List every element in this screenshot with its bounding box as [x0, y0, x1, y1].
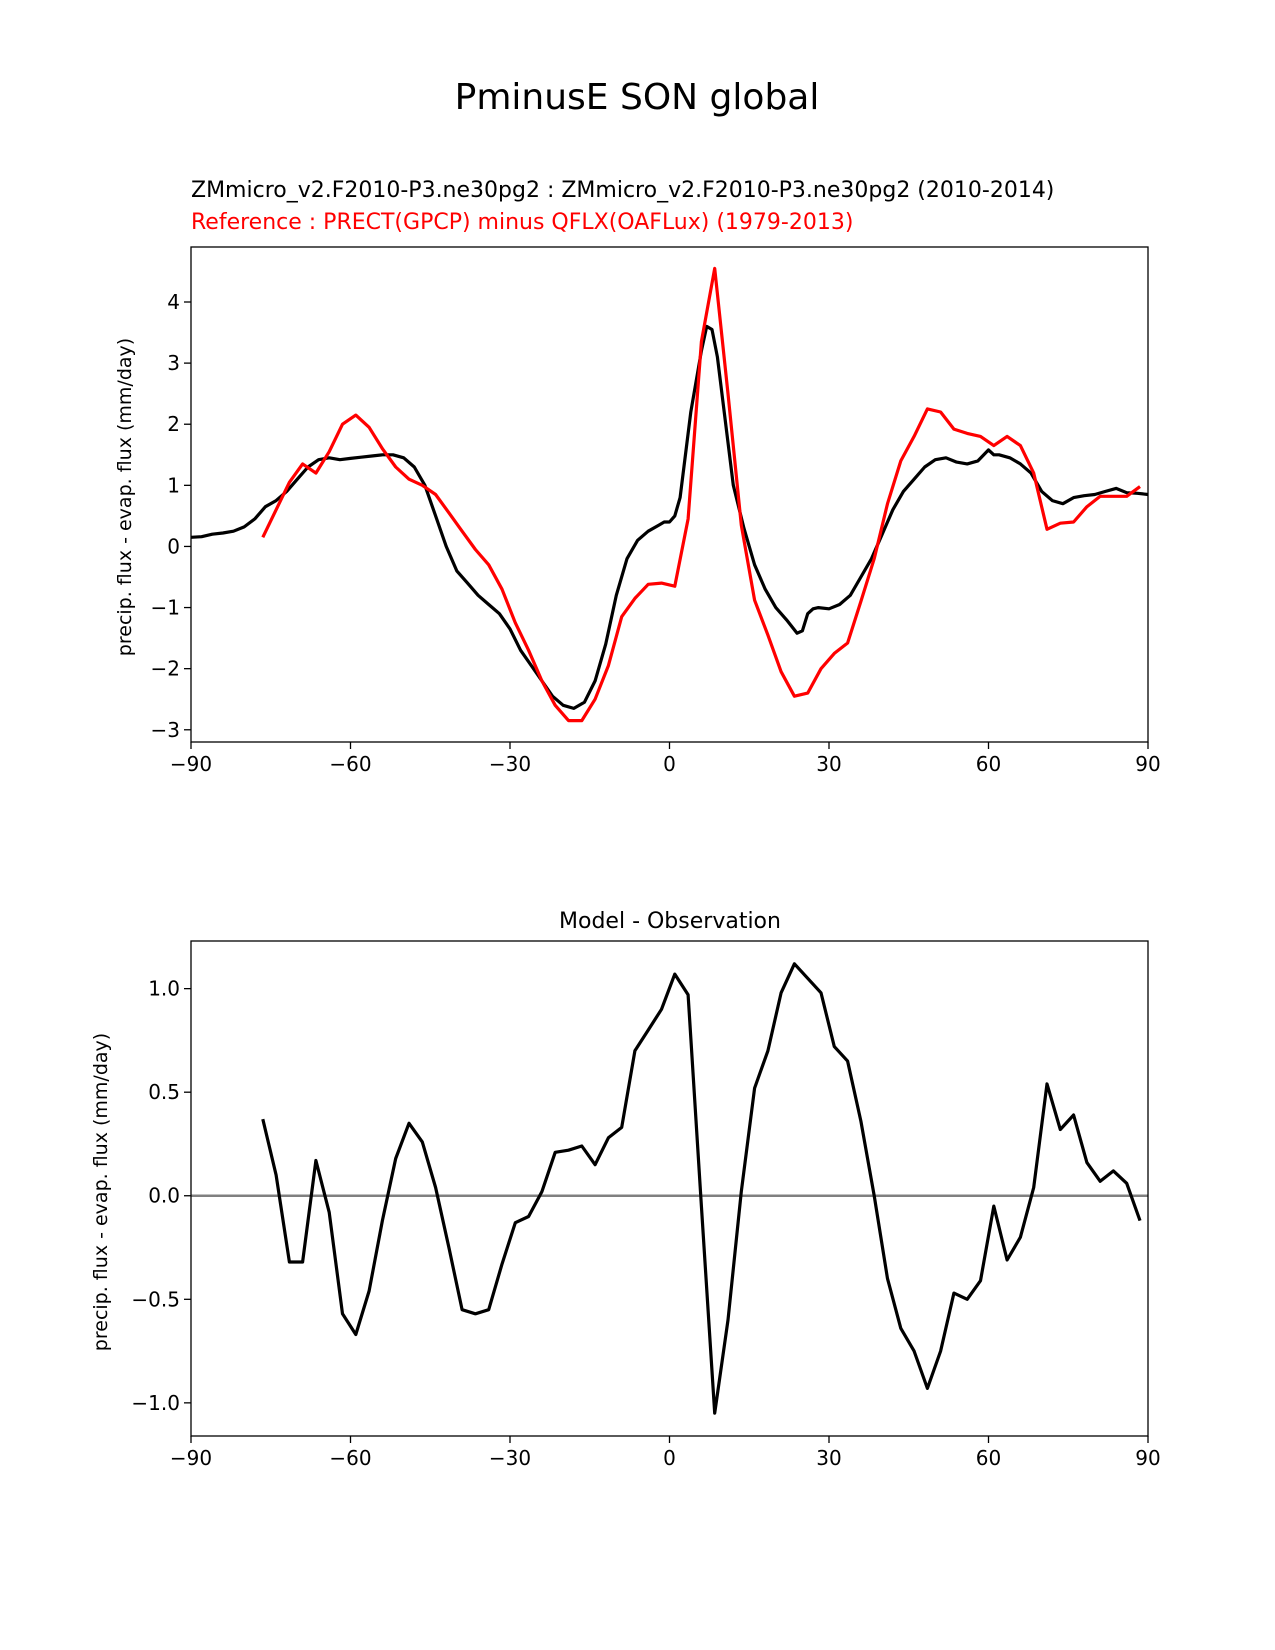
panel-1-xtick-label: 0: [663, 1446, 676, 1470]
panel-0-ytick-label: 2: [167, 412, 180, 436]
panel-1-xtick-label: −90: [170, 1446, 212, 1470]
top-ylabel: precip. flux - evap. flux (mm/day): [114, 338, 136, 656]
panel-0-ytick-label: −2: [151, 657, 180, 681]
panel-0-ytick-label: 0: [167, 534, 180, 558]
panel-0-ytick-label: 1: [167, 473, 180, 497]
panel-0-series-test-line: [190, 324, 1149, 711]
panel-1-xtick-label: 60: [976, 1446, 1001, 1470]
bottom-title: Model - Observation: [559, 909, 781, 934]
panel-0-ytick-label: 3: [167, 351, 180, 375]
panel-1-frame: [190, 940, 1149, 1437]
top-panel: ZMmicro_v2.F2010-P3.ne30pg2 : ZMmicro_v2…: [114, 178, 1161, 776]
panel-1-xtick-label: −30: [489, 1446, 531, 1470]
panel-1-ytick-label: 1.0: [148, 977, 180, 1001]
panel-1-ytick-label: 0.5: [148, 1080, 180, 1104]
panel-1-ytick-label: −1.0: [131, 1391, 180, 1415]
panel-1-series-difference-line: [261, 962, 1142, 1415]
panel-0-xtick-label: −30: [489, 752, 531, 776]
panel-0-series-reference-line: [261, 266, 1141, 723]
panel-1-xtick-label: −60: [329, 1446, 371, 1470]
panel-0-ytick-label: −3: [151, 718, 180, 742]
panel-0-xtick-label: 60: [976, 752, 1001, 776]
panel-0-frame: [190, 246, 1149, 743]
panel-1-xtick-label: 30: [816, 1446, 841, 1470]
panel-0-xtick-label: 0: [663, 752, 676, 776]
top-title-ref: Reference : PRECT(GPCP) minus QFLX(OAFLu…: [191, 210, 853, 235]
top-title-test: ZMmicro_v2.F2010-P3.ne30pg2 : ZMmicro_v2…: [191, 178, 1054, 203]
bottom-plot-area: −90 −60 −30 0 30 60 90 −1.0 −0.5 0.0 0.5 1.0: [131, 940, 1161, 1470]
panel-0-xtick-label: −90: [170, 752, 212, 776]
bottom-ylabel: precip. flux - evap. flux (mm/day): [90, 1033, 112, 1351]
bottom-panel: Model - Observation precip. flux - evap.…: [90, 909, 1161, 1470]
panel-0-ytick-label: −1: [151, 596, 180, 620]
panel-0-xtick-label: 90: [1135, 752, 1160, 776]
panel-1-xtick-label: 90: [1135, 1446, 1160, 1470]
panel-0-xtick-label: 30: [816, 752, 841, 776]
panel-0-xtick-label: −60: [329, 752, 371, 776]
top-plot-area: −90 −60 −30 0 30 60 90 −3 −2 −1 0 1 2 3 4: [151, 246, 1161, 776]
panel-1-ytick-label: −0.5: [131, 1287, 180, 1311]
panel-0-ytick-label: 4: [167, 290, 180, 314]
figure-suptitle: PminusE SON global: [455, 77, 820, 118]
panel-1-ytick-label: 0.0: [148, 1184, 180, 1208]
